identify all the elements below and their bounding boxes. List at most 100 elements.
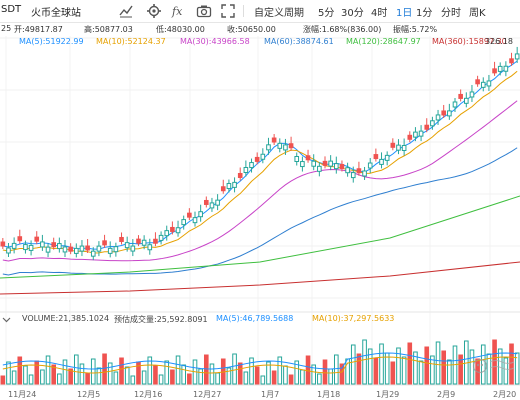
candle-body: [57, 243, 62, 250]
ohlc-change: 涨幅:1.68%(836.00): [303, 25, 382, 34]
candle-body: [271, 137, 277, 143]
volume-bar: [249, 357, 254, 385]
chevron-down-icon[interactable]: [2, 315, 11, 324]
candle-body: [288, 143, 294, 149]
candle-body: [503, 65, 509, 72]
candle-body: [407, 134, 413, 140]
candle-body: [153, 238, 158, 244]
candle-body: [232, 181, 237, 188]
ma10-legend: MA(10):52124.37: [96, 37, 166, 46]
chart-grid: [0, 36, 520, 386]
volume-bar: [96, 367, 102, 385]
candle-body: [192, 217, 198, 224]
candle-body: [373, 154, 379, 160]
candle-body: [136, 238, 141, 244]
ma360-line: [0, 261, 520, 295]
candle-body: [447, 110, 452, 117]
volume-bar: [226, 367, 232, 385]
volume-bar: [209, 363, 215, 385]
expand-icon[interactable]: [220, 3, 236, 19]
candle-body: [164, 230, 170, 237]
volume-bar: [141, 370, 147, 385]
candle-body: [469, 91, 475, 98]
candle-body: [249, 162, 254, 169]
volume-legend: VOLUME:21,385.1024 预估成交量:25,592.8091 MA(…: [0, 314, 520, 326]
candle-body: [441, 110, 447, 116]
ma30-line: [2, 100, 518, 262]
volume-bar: [288, 374, 294, 385]
camera-icon[interactable]: [196, 3, 212, 19]
symbol-label: SDT: [1, 4, 22, 15]
volume-bar: [45, 355, 51, 385]
volume-bar: [243, 371, 249, 385]
candle-body: [356, 168, 362, 174]
period-1m-button[interactable]: 1分: [416, 8, 433, 19]
ma30-legend: MA(30):43966.58: [180, 37, 250, 46]
volume-bar: [254, 366, 260, 385]
candle-body: [418, 130, 424, 137]
candle-body: [458, 93, 463, 99]
candle-body: [28, 244, 34, 251]
period-30m-button[interactable]: 30分: [341, 8, 364, 19]
candle-body: [175, 227, 181, 234]
volume-bar: [486, 353, 492, 385]
volume-bar: [283, 365, 288, 385]
volume-bar: [390, 361, 396, 385]
candle-body: [237, 172, 243, 178]
volume-bar: [0, 375, 6, 385]
volume-bar: [203, 354, 209, 385]
volume-bar: [107, 362, 113, 385]
toolbar: SDT 火币全球站 fx 自定义周期 5分 30分 4时 1日 1分 分时 周K: [0, 0, 520, 23]
volume-bar: [147, 356, 153, 385]
candle-body: [62, 246, 68, 253]
x-axis-label: 12月27: [193, 390, 222, 399]
candle-body: [294, 156, 300, 163]
x-axis-label: 12月5: [77, 390, 101, 399]
period-4h-button[interactable]: 4时: [371, 8, 388, 19]
candle-body: [379, 158, 384, 165]
volume-bar: [34, 360, 40, 385]
candle-body: [305, 155, 311, 161]
period-weekly-button[interactable]: 周K: [469, 8, 486, 19]
volume-bar: [311, 364, 317, 385]
period-5m-button[interactable]: 5分: [318, 8, 335, 19]
period-1d-button[interactable]: 1日: [396, 8, 413, 19]
candle-body: [260, 153, 266, 160]
candle-body: [51, 242, 57, 248]
volume-bar: [424, 346, 430, 385]
volume-bar: [492, 339, 497, 385]
candle-body: [390, 142, 396, 148]
candle-body: [90, 250, 96, 257]
candle-body: [226, 183, 232, 190]
volume-bar: [237, 362, 243, 385]
chart-line-icon[interactable]: [118, 3, 134, 19]
candle-body: [480, 81, 486, 88]
x-axis-label: 1月29: [376, 390, 400, 399]
candle-body: [509, 58, 514, 64]
fx-icon[interactable]: fx: [171, 3, 187, 19]
ohlc-amplitude: 振幅:5.72%: [393, 25, 438, 34]
candle-body: [317, 165, 322, 172]
estimated-volume: 预估成交量:25,592.8091: [114, 315, 208, 324]
candle-body: [17, 236, 23, 242]
candle-body: [300, 161, 305, 168]
volume-bar: [40, 369, 45, 385]
candle-body: [45, 246, 51, 253]
period-timeshare-button[interactable]: 分时: [441, 8, 461, 19]
gear-icon[interactable]: [146, 3, 162, 19]
volume-bar: [277, 356, 283, 385]
candle-body: [497, 65, 503, 72]
volume-bar: [271, 370, 277, 385]
ma360-legend: MA(360):15897.30: [432, 37, 507, 46]
volume-bar: [153, 365, 158, 385]
ohlc-high: 高:50877.03: [84, 25, 133, 34]
volume-bar: [503, 357, 509, 385]
volume-bar: [328, 368, 333, 385]
volume-bar: [333, 354, 339, 385]
candle-body: [283, 144, 288, 151]
custom-period-button[interactable]: 自定义周期: [254, 8, 304, 19]
candle-body: [339, 163, 345, 169]
candle-body: [475, 79, 480, 85]
candle-body: [384, 154, 390, 161]
